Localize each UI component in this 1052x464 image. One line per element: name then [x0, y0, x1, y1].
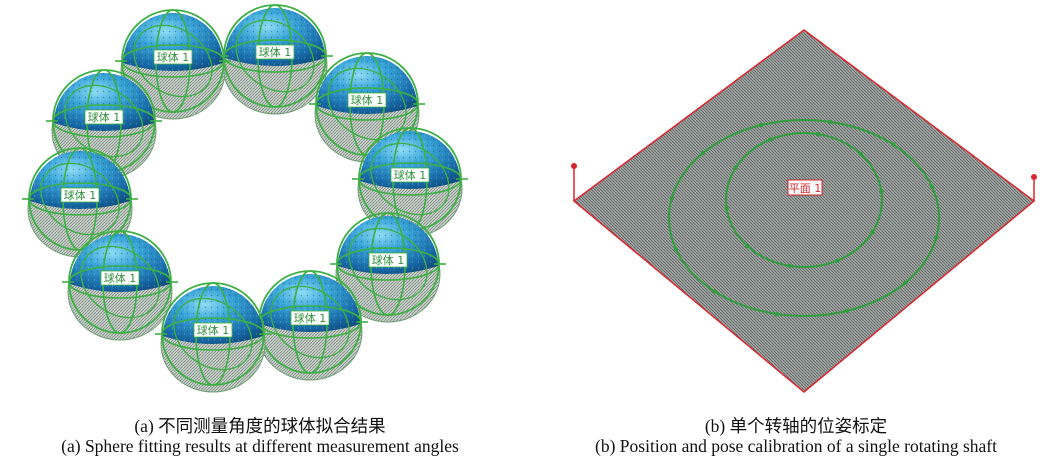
trajectory-point	[700, 150, 706, 156]
fitted-sphere: 球体 1	[22, 147, 138, 258]
fitted-plane	[572, 29, 1036, 393]
panel-a-sphere-fitting: 球体 1 球体 1 球体 1 球体 1 球体 1 球体 1 球体 1 球体 1 球体 1 球体 1…	[0, 0, 520, 456]
trajectory-point	[858, 151, 863, 157]
sphere-label: 球体 1	[347, 92, 387, 108]
outer-trajectory-circle	[668, 119, 940, 317]
trajectory-point	[902, 280, 908, 286]
sphere-label: 球体 1	[193, 322, 233, 338]
trajectory-point	[673, 246, 679, 252]
sphere-label: 球体 1	[100, 270, 140, 286]
trajectory-point	[816, 131, 821, 137]
sphere-label: 球体 1	[84, 109, 124, 125]
trajectory-point	[774, 311, 780, 317]
sphere-label-text: 球体 1	[372, 253, 405, 267]
trajectory-point	[934, 235, 939, 240]
sphere-label-text: 球体 1	[294, 311, 327, 325]
caption-b-english: (b) Position and pose calibration of a s…	[595, 436, 997, 456]
trajectory-point	[733, 165, 738, 171]
trajectory-point	[870, 229, 875, 235]
trajectory-point	[891, 142, 896, 147]
trajectory-point	[745, 243, 750, 249]
trajectory-point	[879, 189, 884, 194]
trajectory-point	[669, 196, 674, 201]
sphere-label-text: 球体 1	[394, 168, 427, 182]
caption-a-chinese: (a) 不同测量角度的球体拟合结果	[134, 416, 386, 436]
sphere-label-text: 球体 1	[104, 271, 137, 285]
fitted-sphere: 球体 1	[62, 230, 178, 341]
sphere-ring-figure: 球体 1 球体 1 球体 1 球体 1 球体 1 球体 1 球体 1 球体 1 球体 1 球体 1	[22, 4, 468, 393]
sphere-label-text: 球体 1	[88, 110, 121, 124]
sphere-label: 球体 1	[153, 49, 193, 65]
sphere-label: 球体 1	[368, 252, 408, 268]
sphere-label-text: 球体 1	[351, 93, 384, 107]
trajectory-point	[758, 122, 764, 128]
left-post	[571, 163, 577, 201]
trajectory-point	[768, 137, 773, 142]
sphere-label-text: 球体 1	[157, 50, 190, 64]
trajectory-point	[787, 263, 792, 269]
panel-b-shaft-calibration: 平面 1 (b) 单个转轴的位姿标定 (b) Position and pose…	[540, 0, 1052, 456]
inner-trajectory-circle	[725, 132, 883, 268]
right-post	[1031, 174, 1037, 201]
trajectory-point	[828, 119, 834, 125]
sphere-label-text: 球体 1	[259, 45, 292, 59]
trajectory-points	[669, 119, 939, 317]
trajectory-point	[835, 258, 840, 263]
trajectory-point	[712, 289, 717, 294]
fitted-sphere: 球体 1	[330, 212, 446, 323]
sphere-label-text: 球体 1	[197, 323, 230, 337]
plane-label: 平面 1	[787, 179, 823, 196]
plane-calibration-figure: 平面 1	[571, 29, 1037, 393]
sphere-label: 球体 1	[255, 44, 295, 60]
sphere-label-text: 球体 1	[64, 188, 97, 202]
plane-label-text: 平面 1	[789, 182, 822, 195]
caption-a-english: (a) Sphere fitting results at different …	[61, 436, 459, 456]
fitted-sphere: 球体 1	[217, 4, 333, 115]
sphere-label: 球体 1	[390, 167, 430, 183]
trajectory-point	[844, 308, 850, 314]
sphere-label: 球体 1	[290, 310, 330, 326]
caption-b-chinese: (b) 单个转轴的位姿标定	[704, 416, 888, 436]
trajectory-point	[724, 206, 729, 211]
fitted-sphere: 球体 1	[155, 282, 271, 393]
sphere-label: 球体 1	[60, 187, 100, 203]
trajectory-point	[929, 184, 935, 190]
